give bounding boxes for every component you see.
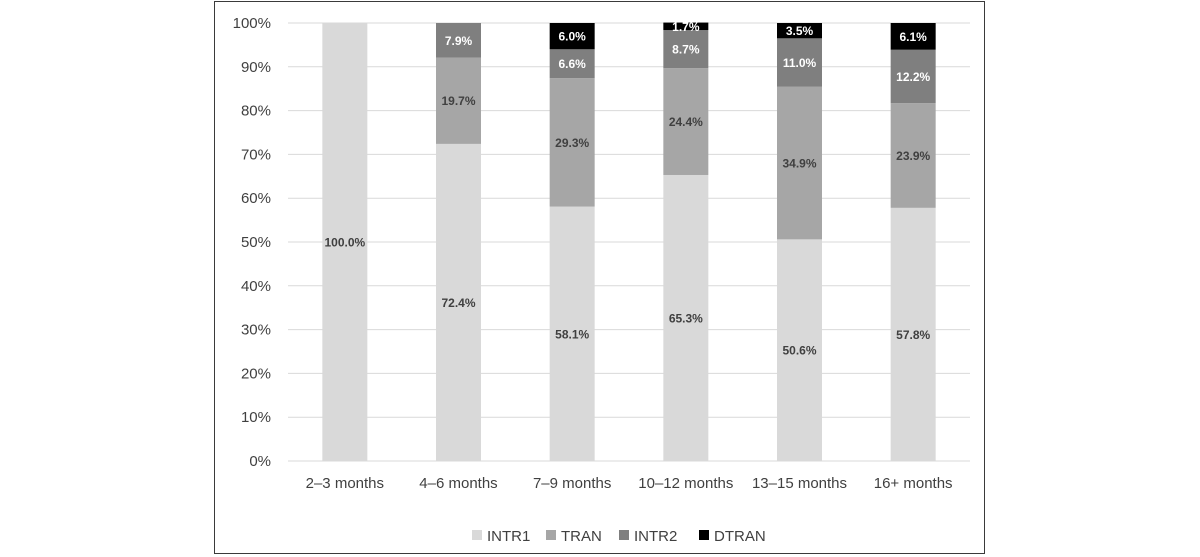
bar-segment-tran-2 <box>549 78 595 207</box>
data-label: 12.2% <box>896 70 930 84</box>
bar-segment-intr1-3 <box>663 174 709 461</box>
bar-segment-intr2-4 <box>777 38 822 87</box>
bar-segment-intr1-2 <box>549 206 595 461</box>
y-tick-label: 20% <box>241 365 271 382</box>
bar-segment-tran-4 <box>777 86 822 240</box>
y-tick-label: 0% <box>249 453 271 470</box>
bar-segment-intr2-3 <box>663 30 709 69</box>
data-label: 11.0% <box>783 56 817 70</box>
legend: INTR1 TRAN INTR2 DTRAN <box>472 528 766 545</box>
legend-label: INTR2 <box>634 528 677 545</box>
bar-segment-tran-5 <box>890 103 936 208</box>
bar-segment-dtran-3 <box>663 22 709 31</box>
chart-frame: 0% 10% 20% 30% 40% 50% 60% 70% 80% 90% 100% 100.0%… <box>214 1 985 554</box>
data-label: 34.9% <box>782 156 816 170</box>
y-tick-label: 50% <box>241 234 271 251</box>
data-label: 8.7% <box>672 43 700 57</box>
bar-segment-intr1-5 <box>890 207 936 461</box>
x-tick-label: 10–12 months <box>638 475 733 492</box>
y-tick-label: 100% <box>233 15 271 32</box>
data-label: 6.0% <box>558 30 586 44</box>
gridlines <box>288 22 970 418</box>
y-tick-label: 10% <box>241 409 271 426</box>
y-tick-label: 80% <box>241 103 271 120</box>
bar-segment-intr1-1 <box>436 143 481 461</box>
data-label: 3.5% <box>786 24 814 38</box>
legend-label: INTR1 <box>487 528 530 545</box>
data-label: 1.7% <box>672 20 700 34</box>
data-label: 72.4% <box>441 296 475 310</box>
data-label: 23.9% <box>896 149 930 163</box>
legend-label: DTRAN <box>714 528 766 545</box>
bar-segment-tran-3 <box>663 68 709 175</box>
x-tick-label: 2–3 months <box>306 475 384 492</box>
legend-swatch-dtran <box>699 530 709 540</box>
bar-segment-dtran-5 <box>890 23 936 50</box>
x-axis-ticks: 2–3 months 4–6 months 7–9 months 10–12 mont… <box>306 475 953 492</box>
data-label: 58.1% <box>555 327 589 341</box>
bar-segment-intr1-0 <box>322 23 368 461</box>
y-tick-label: 90% <box>241 59 271 76</box>
bar-segment-intr2-1 <box>436 23 481 58</box>
data-label: 50.6% <box>782 344 816 358</box>
bar-segment-dtran-4 <box>777 23 822 39</box>
x-tick-label: 7–9 months <box>533 475 611 492</box>
bar-segment-intr1-4 <box>777 239 822 461</box>
y-tick-label: 30% <box>241 322 271 339</box>
legend-swatch-intr2 <box>619 530 629 540</box>
data-label: 19.7% <box>441 94 475 108</box>
data-label: 7.9% <box>445 34 473 48</box>
x-tick-label: 4–6 months <box>419 475 497 492</box>
bar-segment-tran-1 <box>436 57 481 144</box>
legend-swatch-tran <box>546 530 556 540</box>
data-label: 6.1% <box>899 30 927 44</box>
y-tick-label: 40% <box>241 278 271 295</box>
data-label: 29.3% <box>555 136 589 150</box>
x-tick-label: 16+ months <box>874 475 953 492</box>
y-axis-ticks: 0% 10% 20% 30% 40% 50% 60% 70% 80% 90% 100% <box>233 15 271 470</box>
legend-label: TRAN <box>561 528 602 545</box>
data-label: 100.0% <box>324 236 365 250</box>
bars: 100.0% 72.4% 19.7% 7.9% 58.1% 29.3% 6.6% 6.0% 65… <box>322 20 936 461</box>
y-tick-label: 70% <box>241 146 271 163</box>
legend-swatch-intr1 <box>472 530 482 540</box>
data-label: 57.8% <box>896 328 930 342</box>
y-tick-label: 60% <box>241 190 271 207</box>
x-tick-label: 13–15 months <box>752 475 847 492</box>
stacked-bar-chart: 0% 10% 20% 30% 40% 50% 60% 70% 80% 90% 100% 100.0%… <box>233 15 970 545</box>
bar-segment-intr2-5 <box>890 49 936 104</box>
data-label: 24.4% <box>669 115 703 129</box>
data-label: 6.6% <box>558 57 586 71</box>
bar-segment-dtran-2 <box>549 23 595 50</box>
data-label: 65.3% <box>669 311 703 325</box>
bar-segment-intr2-2 <box>549 49 595 79</box>
